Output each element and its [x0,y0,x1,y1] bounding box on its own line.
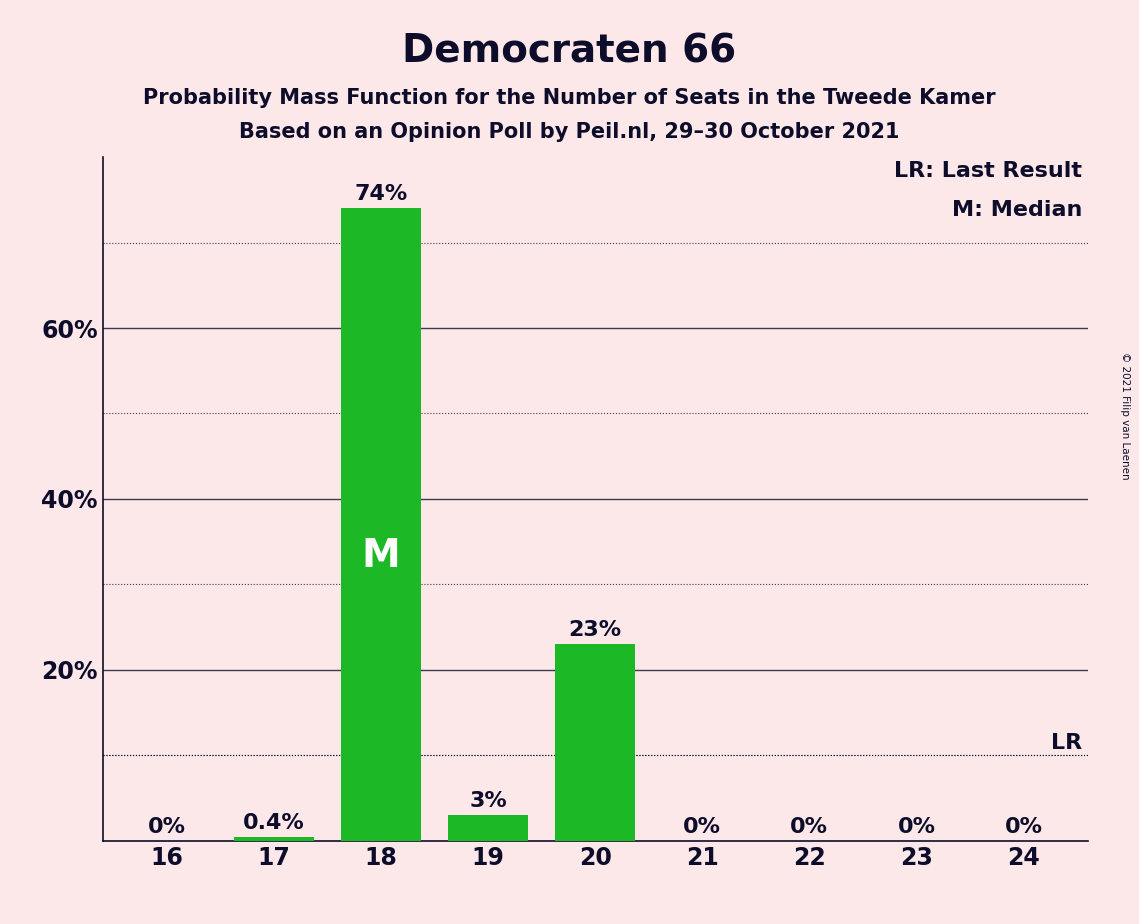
Text: Based on an Opinion Poll by Peil.nl, 29–30 October 2021: Based on an Opinion Poll by Peil.nl, 29–… [239,122,900,142]
Text: LR: Last Result: LR: Last Result [894,162,1082,181]
Bar [233,837,314,841]
Text: © 2021 Filip van Laenen: © 2021 Filip van Laenen [1121,352,1130,480]
Text: 0%: 0% [790,817,828,836]
Text: 23%: 23% [568,620,622,640]
Text: M: M [361,537,400,576]
Text: Probability Mass Function for the Number of Seats in the Tweede Kamer: Probability Mass Function for the Number… [144,88,995,108]
Text: 74%: 74% [354,184,408,204]
Text: M: Median: M: Median [952,200,1082,220]
Text: 0%: 0% [898,817,935,836]
Bar [555,644,636,841]
Text: 0.4%: 0.4% [243,813,305,833]
Bar [341,208,421,841]
Bar [448,815,528,841]
Text: Democraten 66: Democraten 66 [402,32,737,70]
Text: 3%: 3% [469,791,507,811]
Text: 0%: 0% [148,817,186,836]
Text: LR: LR [1051,733,1082,753]
Text: 0%: 0% [1005,817,1042,836]
Text: 0%: 0% [683,817,721,836]
